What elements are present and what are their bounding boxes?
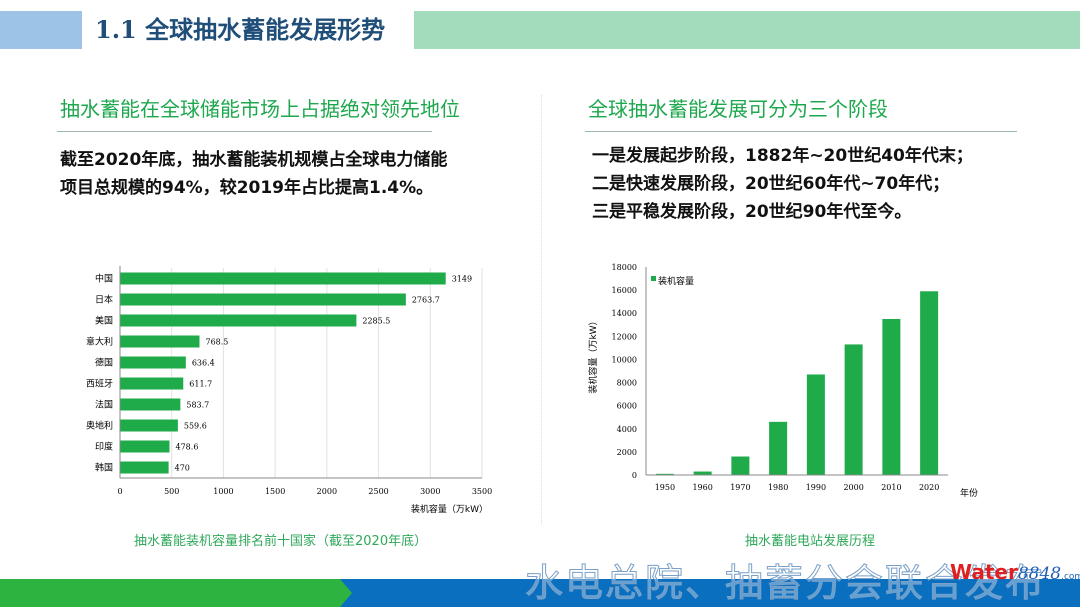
header-accent-right: [414, 11, 1080, 49]
x-tick-label: 3500: [472, 487, 492, 496]
bar-1990: [806, 374, 825, 475]
x-tick-label: 2500: [368, 487, 388, 496]
left-subtitle-rule: [57, 131, 432, 132]
bar-2000: [844, 344, 863, 475]
x-tick-label: 1950: [655, 483, 675, 492]
x-tick-label: 2020: [919, 483, 939, 492]
logo-suffix: .com: [1061, 572, 1080, 582]
left-text-line-1: 截至2020年底，抽水蓄能装机规模占全球电力储能: [60, 150, 448, 170]
page-title: 1.1 全球抽水蓄能发展形势: [95, 15, 386, 44]
logo-number: 8848: [1017, 564, 1062, 584]
legend-label: 装机容量: [658, 275, 694, 287]
x-tick-label: 1990: [806, 483, 826, 492]
right-text-line-1: 一是发展起步阶段，1882年~20世纪40年代末；: [592, 146, 973, 166]
x-tick-label: 0: [117, 487, 122, 496]
bar-法国: [120, 398, 181, 411]
column-divider: [541, 95, 542, 525]
footer-band-green: [0, 579, 352, 607]
legend-swatch: [651, 276, 656, 281]
value-label: 2763.7: [412, 296, 440, 305]
bar-2020: [920, 291, 939, 475]
y-tick-label: 6000: [617, 402, 637, 411]
right-subtitle-rule: [585, 131, 1017, 132]
bar-意大利: [120, 335, 200, 348]
right-chart-caption: 抽水蓄能电站发展历程: [745, 534, 876, 549]
value-label: 470: [175, 464, 190, 473]
value-label: 2285.5: [362, 317, 390, 326]
country-capacity-chart: 0 500 1000 1500 2000 2500 3000 3500 中国 3149 日本 2763…: [86, 266, 492, 515]
bar-1980: [769, 421, 788, 475]
value-label: 559.6: [184, 422, 207, 431]
y-tick-label: 18000: [612, 263, 637, 272]
bar-1960: [693, 471, 712, 475]
x-tick-label: 1000: [213, 487, 233, 496]
bar-西班牙: [120, 377, 184, 390]
y-tick-label: 10000: [612, 355, 637, 364]
value-label: 611.7: [189, 380, 212, 389]
left-subtitle: 抽水蓄能在全球储能市场上占据绝对领先地位: [60, 97, 460, 121]
y-tick-label: 12000: [612, 332, 637, 341]
bar-1970: [731, 456, 750, 475]
value-label: 636.4: [192, 359, 215, 368]
watermark: 水电总院、抽蓄分会联合发布: [524, 561, 1046, 606]
value-label: 583.7: [186, 401, 209, 410]
y-tick-label: 0: [632, 471, 637, 480]
x-tick-label: 1980: [768, 483, 788, 492]
right-subtitle: 全球抽水蓄能发展可分为三个阶段: [588, 97, 888, 121]
left-text-line-2: 项目总规模的94%，较2019年占比提高1.4%。: [60, 178, 434, 198]
water8848-logo: Water8848.com: [950, 560, 1080, 584]
x-tick-label: 2000: [317, 487, 337, 496]
category-label: 日本: [95, 294, 113, 306]
y-tick-label: 14000: [612, 309, 637, 318]
category-label: 印度: [95, 441, 113, 453]
left-chart-caption: 抽水蓄能装机容量排名前十国家（截至2020年底）: [134, 534, 428, 549]
bar-印度: [120, 440, 170, 453]
value-label: 3149: [452, 275, 472, 284]
bar-韩国: [120, 461, 169, 474]
x-tick-label: 1500: [265, 487, 285, 496]
x-tick-label: 2000: [843, 483, 863, 492]
footer-band-blue: [340, 579, 1080, 607]
category-label: 美国: [95, 315, 113, 327]
y-tick-label: 4000: [617, 425, 637, 434]
x-tick-label: 1970: [730, 483, 750, 492]
bar-2010: [882, 319, 901, 475]
bar-日本: [120, 293, 406, 306]
x-tick-label: 1960: [692, 483, 712, 492]
bar-中国: [120, 272, 446, 285]
category-label: 中国: [95, 273, 113, 285]
right-text-line-2: 二是快速发展阶段，20世纪60年代~70年代；: [592, 174, 950, 194]
category-label: 德国: [95, 357, 113, 369]
bar-1950: [655, 473, 674, 475]
value-label: 478.6: [176, 443, 199, 452]
category-label: 韩国: [95, 462, 113, 474]
bar-美国: [120, 314, 357, 327]
value-label: 768.5: [205, 338, 228, 347]
y-tick-label: 8000: [617, 379, 637, 388]
y-tick-label: 16000: [612, 286, 637, 295]
capacity-history-chart: 0 2000 4000 6000 8000 10000 12000 14000 16000 180…: [587, 263, 978, 499]
x-tick-label: 500: [164, 487, 179, 496]
category-label: 奥地利: [86, 420, 113, 432]
bar-德国: [120, 356, 186, 369]
x-axis-label: 年份: [960, 487, 978, 499]
right-text-line-3: 三是平稳发展阶段，20世纪90年代至今。: [592, 202, 912, 222]
category-label: 西班牙: [86, 378, 113, 390]
category-label: 法国: [95, 399, 113, 411]
x-tick-label: 2010: [881, 483, 901, 492]
category-label: 意大利: [86, 336, 113, 348]
bar-奥地利: [120, 419, 178, 432]
x-tick-label: 3000: [420, 487, 440, 496]
x-axis-label: 装机容量（万kW）: [411, 503, 488, 515]
header-accent-left: [0, 11, 82, 49]
y-tick-label: 2000: [617, 448, 637, 457]
y-axis-label: 装机容量（万kW）: [587, 316, 599, 393]
logo-word: Water: [950, 560, 1018, 584]
